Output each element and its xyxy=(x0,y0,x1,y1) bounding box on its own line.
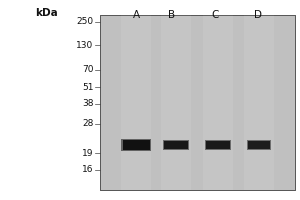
Bar xyxy=(205,140,231,150)
Text: 70: 70 xyxy=(82,66,94,74)
Bar xyxy=(206,141,230,149)
Bar xyxy=(247,140,271,150)
Text: 250: 250 xyxy=(76,18,94,26)
Text: 51: 51 xyxy=(82,83,94,92)
Text: 130: 130 xyxy=(76,40,94,49)
Text: 38: 38 xyxy=(82,99,94,108)
Text: C: C xyxy=(211,10,219,20)
Text: B: B xyxy=(168,10,175,20)
Bar xyxy=(121,15,151,190)
Bar xyxy=(121,139,151,151)
Text: kDa: kDa xyxy=(35,8,58,18)
Bar xyxy=(164,141,188,149)
Bar xyxy=(122,140,149,150)
Bar xyxy=(161,15,191,190)
Text: D: D xyxy=(254,10,262,20)
Text: 16: 16 xyxy=(82,166,94,174)
Bar xyxy=(244,15,274,190)
Bar xyxy=(203,15,233,190)
Text: 19: 19 xyxy=(82,148,94,158)
Bar xyxy=(248,141,270,149)
Text: A: A xyxy=(132,10,140,20)
Bar xyxy=(100,15,295,190)
Text: 28: 28 xyxy=(82,119,94,129)
Bar xyxy=(163,140,189,150)
Bar xyxy=(100,15,295,190)
